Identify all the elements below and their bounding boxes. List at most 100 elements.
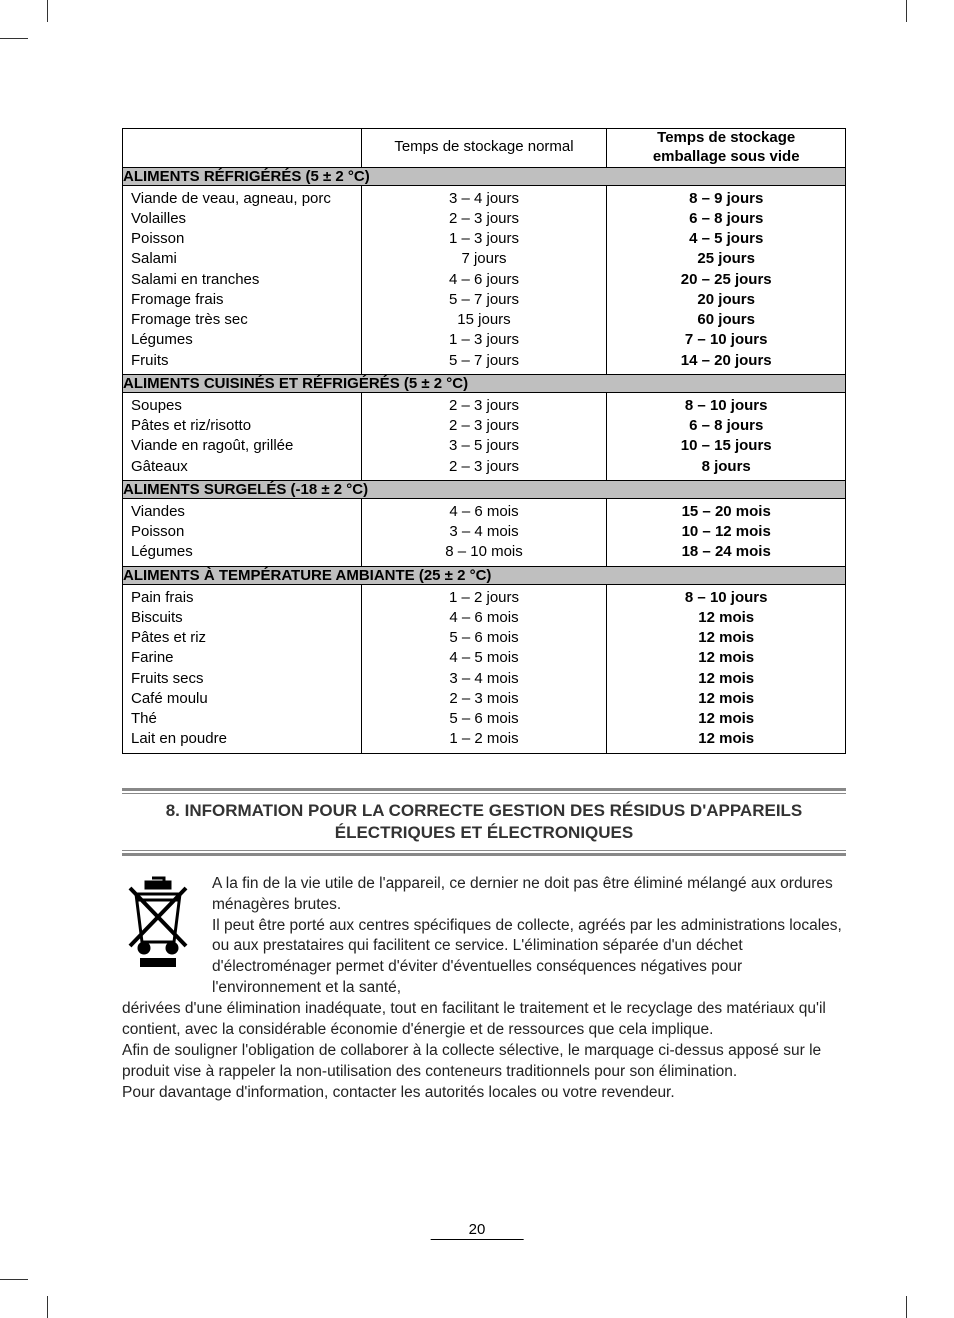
vacuum-storage-time: 20 – 25 jours [607, 270, 846, 290]
table-section-header: ALIMENTS À TEMPÉRATURE AMBIANTE (25 ± 2 … [123, 566, 846, 584]
food-name: Gâteaux [123, 457, 362, 481]
food-name: Farine [123, 648, 362, 668]
table-row: Volailles2 – 3 jours6 – 8 jours [123, 209, 846, 229]
food-name: Salami en tranches [123, 270, 362, 290]
food-name: Viande en ragoût, grillée [123, 436, 362, 456]
table-row: Lait en poudre1 – 2 mois12 mois [123, 729, 846, 753]
normal-storage-time: 4 – 5 mois [361, 648, 607, 668]
vacuum-storage-time: 6 – 8 jours [607, 209, 846, 229]
section-title: ALIMENTS À TEMPÉRATURE AMBIANTE (25 ± 2 … [123, 566, 846, 584]
section-8-title: 8. INFORMATION POUR LA CORRECTE GESTION … [122, 793, 846, 851]
vacuum-storage-time: 12 mois [607, 729, 846, 753]
table-row: Viande en ragoût, grillée3 – 5 jours10 –… [123, 436, 846, 456]
food-name: Viandes [123, 498, 362, 522]
normal-storage-time: 1 – 3 jours [361, 229, 607, 249]
table-section-header: ALIMENTS RÉFRIGÉRÉS (5 ± 2 °C) [123, 167, 846, 185]
normal-storage-time: 4 – 6 mois [361, 608, 607, 628]
normal-storage-time: 3 – 4 mois [361, 522, 607, 542]
food-name: Légumes [123, 330, 362, 350]
vacuum-storage-time: 4 – 5 jours [607, 229, 846, 249]
table-row: Fruits secs3 – 4 mois12 mois [123, 669, 846, 689]
normal-storage-time: 2 – 3 jours [361, 209, 607, 229]
table-section-header: ALIMENTS SURGELÉS (-18 ± 2 °C) [123, 480, 846, 498]
weee-icon [122, 876, 194, 975]
food-name: Pâtes et riz [123, 628, 362, 648]
section-title: ALIMENTS SURGELÉS (-18 ± 2 °C) [123, 480, 846, 498]
section-8-p4: Afin de souligner l'obligation de collab… [122, 1041, 846, 1083]
vacuum-storage-time: 6 – 8 jours [607, 416, 846, 436]
vacuum-storage-time: 8 – 10 jours [607, 584, 846, 608]
header-normal-storage: Temps de stockage normal [361, 129, 607, 168]
food-name: Biscuits [123, 608, 362, 628]
table-row: Fromage très sec15 jours60 jours [123, 310, 846, 330]
table-row: Viandes4 – 6 mois15 – 20 mois [123, 498, 846, 522]
header-vacuum-l1: Temps de stockage [657, 129, 795, 146]
vacuum-storage-time: 12 mois [607, 669, 846, 689]
food-name: Pâtes et riz/risotto [123, 416, 362, 436]
table-row: Poisson3 – 4 mois10 – 12 mois [123, 522, 846, 542]
section-8-title-bar: 8. INFORMATION POUR LA CORRECTE GESTION … [122, 788, 846, 856]
table-row: Salami en tranches4 – 6 jours20 – 25 jou… [123, 270, 846, 290]
food-name: Lait en poudre [123, 729, 362, 753]
vacuum-storage-time: 8 – 9 jours [607, 185, 846, 209]
vacuum-storage-time: 14 – 20 jours [607, 351, 846, 375]
normal-storage-time: 5 – 7 jours [361, 351, 607, 375]
vacuum-storage-time: 7 – 10 jours [607, 330, 846, 350]
food-name: Fromage frais [123, 290, 362, 310]
normal-storage-time: 2 – 3 jours [361, 457, 607, 481]
food-name: Salami [123, 249, 362, 269]
header-vacuum-storage: Temps de stockage emballage sous vide [607, 129, 846, 168]
vacuum-storage-time: 8 jours [607, 457, 846, 481]
table-row: Viande de veau, agneau, porc3 – 4 jours8… [123, 185, 846, 209]
storage-time-table: Temps de stockage normal Temps de stocka… [122, 128, 846, 754]
normal-storage-time: 2 – 3 jours [361, 416, 607, 436]
table-row: Thé5 – 6 mois12 mois [123, 709, 846, 729]
header-vacuum-l2: emballage sous vide [653, 148, 800, 165]
vacuum-storage-time: 15 – 20 mois [607, 498, 846, 522]
table-row: Café moulu2 – 3 mois12 mois [123, 689, 846, 709]
food-name: Fromage très sec [123, 310, 362, 330]
section-8-body: A la fin de la vie utile de l'appareil, … [122, 874, 846, 1104]
normal-storage-time: 4 – 6 mois [361, 498, 607, 522]
vacuum-storage-time: 12 mois [607, 709, 846, 729]
table-section-header: ALIMENTS CUISINÉS ET RÉFRIGÉRÉS (5 ± 2 °… [123, 374, 846, 392]
section-8-p1: A la fin de la vie utile de l'appareil, … [212, 874, 846, 916]
table-row: Fruits5 – 7 jours14 – 20 jours [123, 351, 846, 375]
normal-storage-time: 5 – 7 jours [361, 290, 607, 310]
vacuum-storage-time: 8 – 10 jours [607, 392, 846, 416]
food-name: Poisson [123, 522, 362, 542]
vacuum-storage-time: 18 – 24 mois [607, 542, 846, 566]
food-name: Thé [123, 709, 362, 729]
normal-storage-time: 8 – 10 mois [361, 542, 607, 566]
normal-storage-time: 3 – 5 jours [361, 436, 607, 456]
table-row: Pâtes et riz/risotto2 – 3 jours6 – 8 jou… [123, 416, 846, 436]
food-name: Café moulu [123, 689, 362, 709]
normal-storage-time: 1 – 2 jours [361, 584, 607, 608]
normal-storage-time: 5 – 6 mois [361, 628, 607, 648]
vacuum-storage-time: 20 jours [607, 290, 846, 310]
table-row: Légumes8 – 10 mois18 – 24 mois [123, 542, 846, 566]
food-name: Volailles [123, 209, 362, 229]
table-row: Gâteaux2 – 3 jours8 jours [123, 457, 846, 481]
vacuum-storage-time: 12 mois [607, 689, 846, 709]
food-name: Viande de veau, agneau, porc [123, 185, 362, 209]
header-blank [123, 129, 362, 168]
table-header-row: Temps de stockage normal Temps de stocka… [123, 129, 846, 168]
table-row: Pâtes et riz5 – 6 mois12 mois [123, 628, 846, 648]
normal-storage-time: 15 jours [361, 310, 607, 330]
vacuum-storage-time: 60 jours [607, 310, 846, 330]
normal-storage-time: 1 – 2 mois [361, 729, 607, 753]
table-row: Farine4 – 5 mois12 mois [123, 648, 846, 668]
table-row: Biscuits4 – 6 mois12 mois [123, 608, 846, 628]
food-name: Soupes [123, 392, 362, 416]
food-name: Légumes [123, 542, 362, 566]
normal-storage-time: 3 – 4 mois [361, 669, 607, 689]
table-row: Légumes1 – 3 jours7 – 10 jours [123, 330, 846, 350]
section-8-p5: Pour davantage d'information, contacter … [122, 1083, 846, 1104]
vacuum-storage-time: 12 mois [607, 628, 846, 648]
table-row: Salami7 jours25 jours [123, 249, 846, 269]
vacuum-storage-time: 10 – 12 mois [607, 522, 846, 542]
normal-storage-time: 3 – 4 jours [361, 185, 607, 209]
page-number: 20 [431, 1221, 524, 1240]
table-row: Pain frais1 – 2 jours8 – 10 jours [123, 584, 846, 608]
